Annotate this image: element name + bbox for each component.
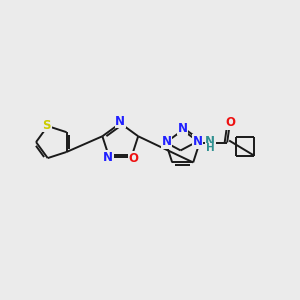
Text: S: S [43, 118, 51, 132]
Text: N: N [193, 135, 203, 148]
Text: N: N [162, 135, 172, 148]
Text: O: O [225, 116, 235, 129]
Text: N: N [103, 151, 113, 164]
Text: N: N [205, 135, 215, 148]
Text: H: H [206, 143, 215, 154]
Text: N: N [178, 122, 188, 135]
Text: N: N [115, 115, 125, 128]
Text: O: O [128, 152, 138, 165]
